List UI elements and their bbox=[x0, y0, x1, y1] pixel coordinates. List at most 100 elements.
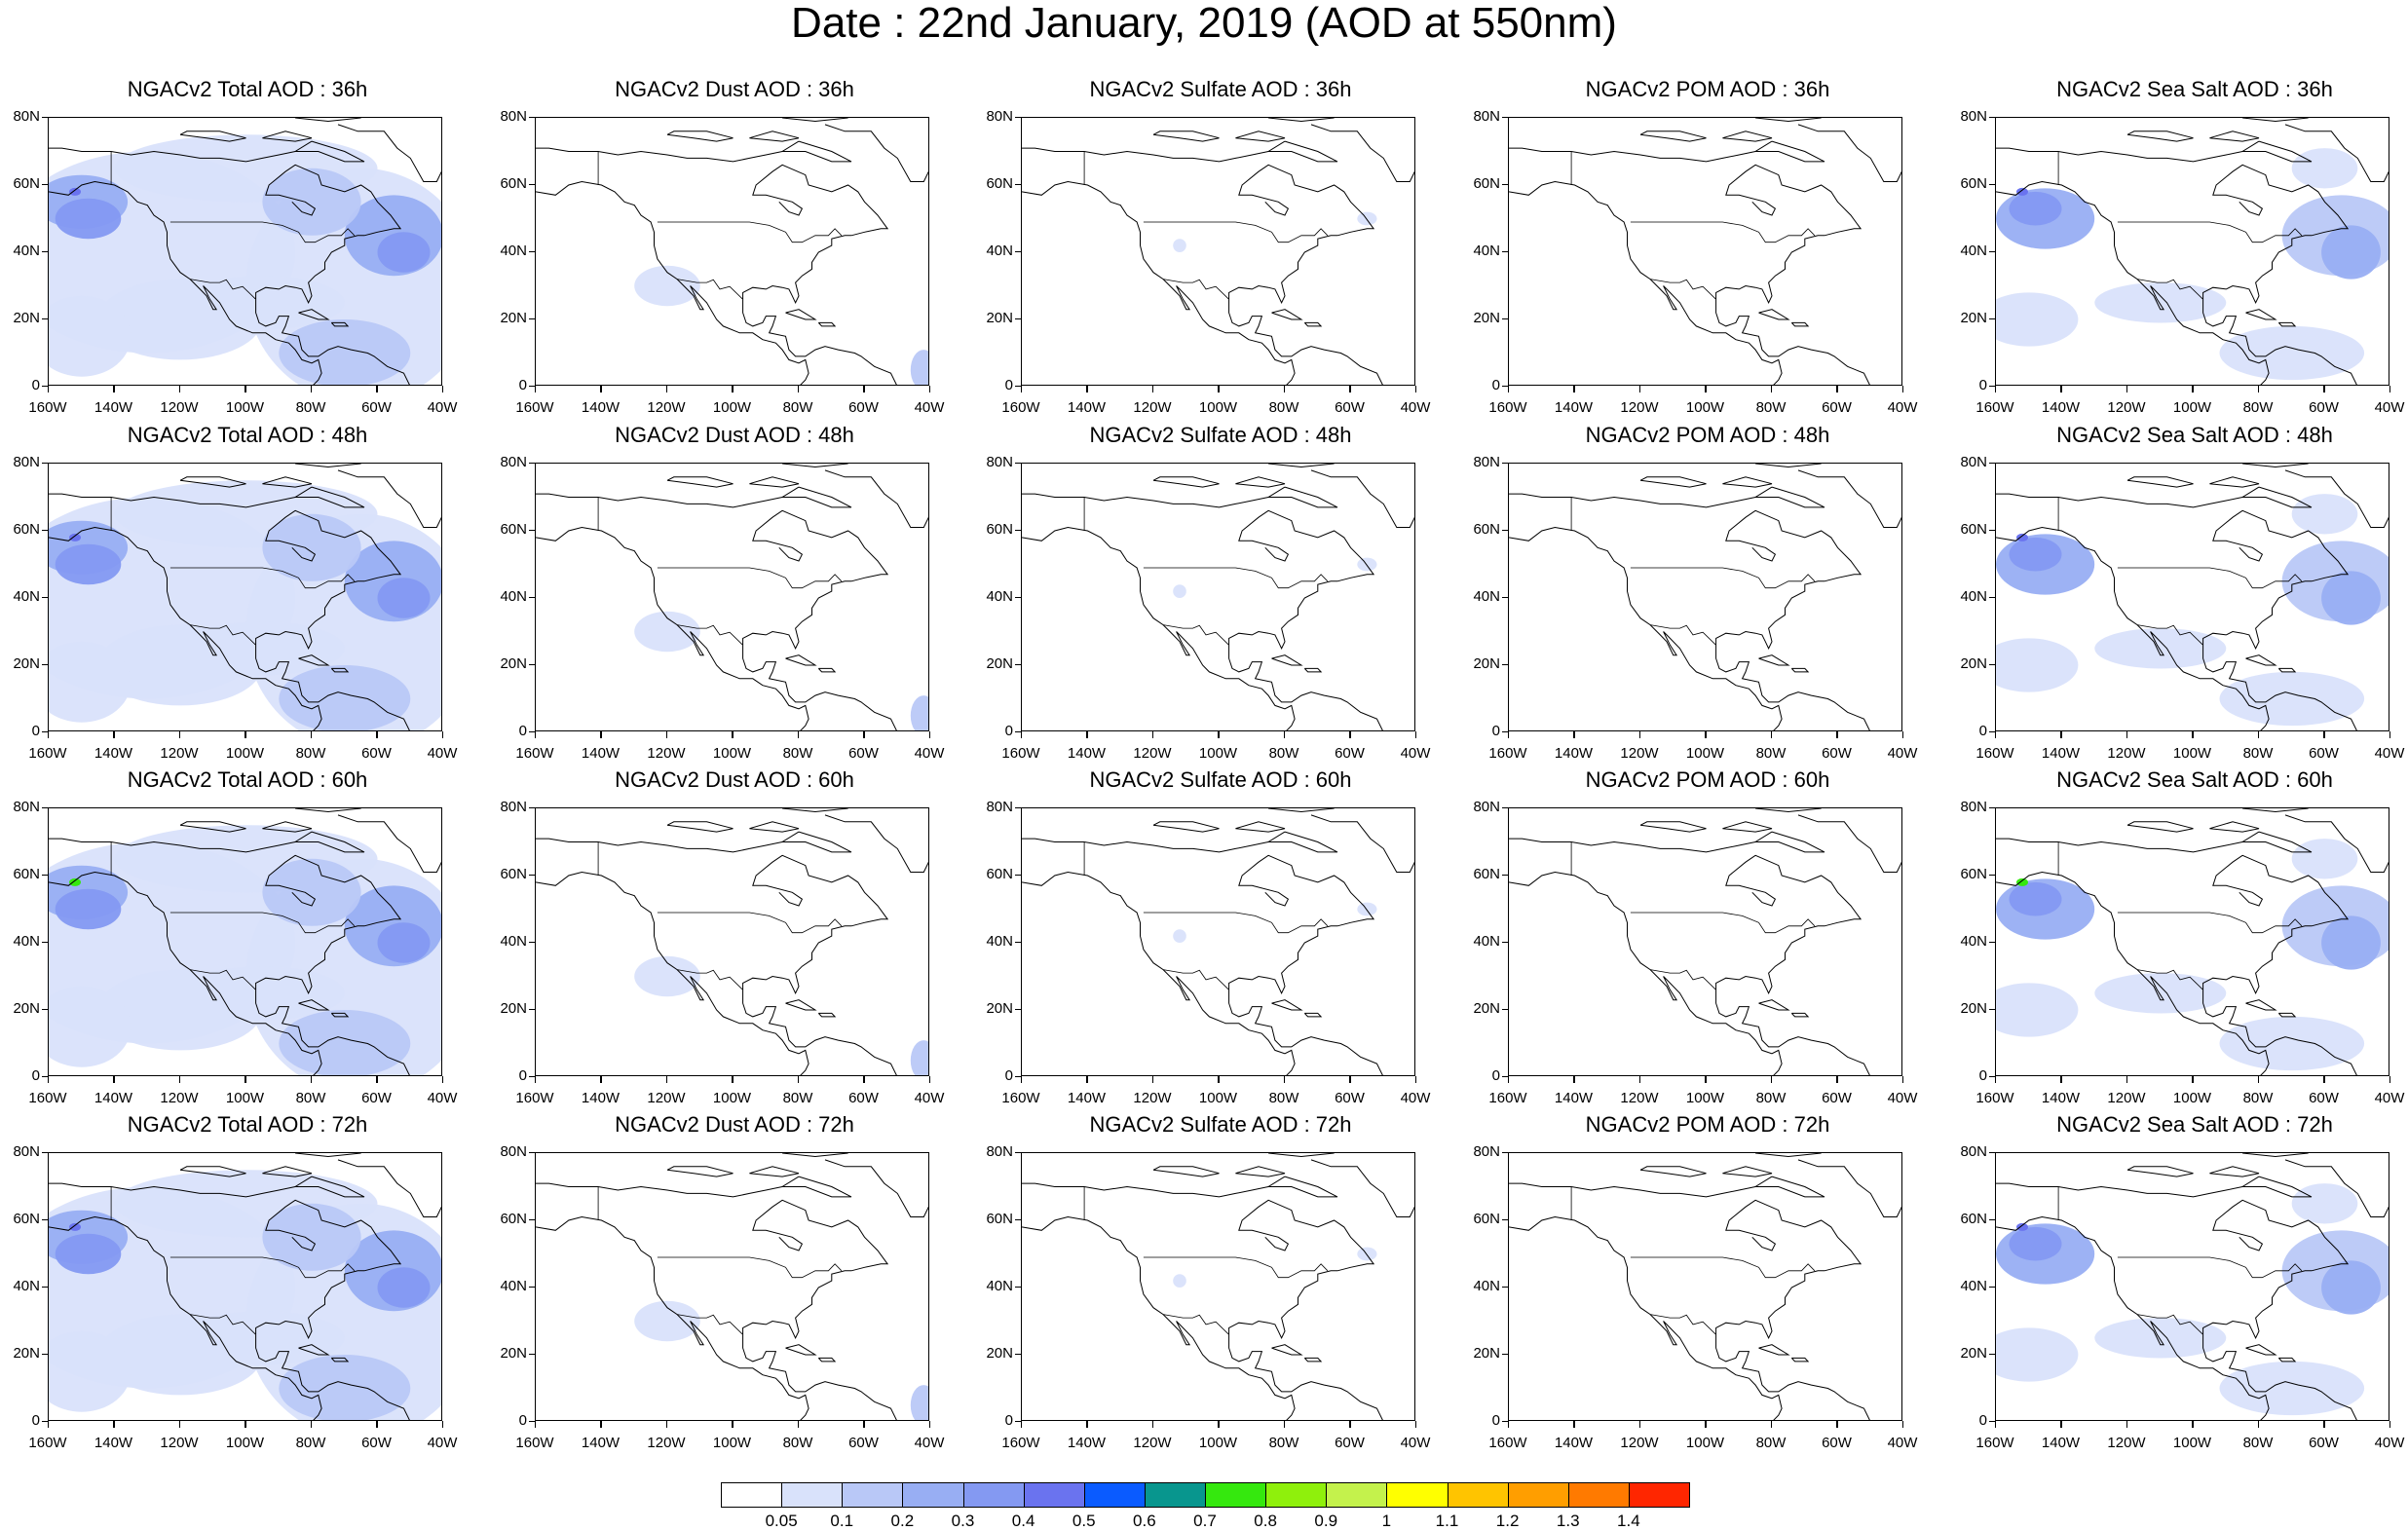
map-frame bbox=[1995, 117, 2389, 386]
x-tick-label: 40W bbox=[427, 1435, 458, 1451]
y-tick-label: 20N bbox=[986, 655, 1013, 672]
country-border bbox=[169, 567, 356, 589]
aod-shading bbox=[1996, 638, 2079, 692]
y-tick-label: 60N bbox=[500, 175, 527, 192]
x-tick-label: 60W bbox=[1822, 1090, 1852, 1106]
x-tick-mark bbox=[1770, 1421, 1772, 1428]
coastline bbox=[1755, 808, 1822, 813]
y-tick-label: 40N bbox=[500, 1278, 527, 1294]
colorbar-swatch bbox=[1386, 1482, 1449, 1508]
country-border bbox=[1163, 1314, 1229, 1335]
x-tick-mark bbox=[600, 731, 602, 738]
panel-title: NGACv2 Dust AOD : 72h bbox=[615, 1112, 854, 1137]
panel-title: NGACv2 POM AOD : 48h bbox=[1585, 423, 1830, 447]
y-tick-label: 60N bbox=[986, 1211, 1013, 1227]
map-frame bbox=[535, 117, 929, 386]
aod-peak bbox=[2016, 533, 2028, 541]
map-svg bbox=[49, 118, 441, 385]
map-panel: NGACv2 POM AOD : 48h 80N 60N 40N 20N 0 160W 140… bbox=[1473, 423, 1917, 762]
country-border bbox=[657, 1256, 843, 1279]
map-svg bbox=[49, 1153, 441, 1420]
x-tick-label: 140W bbox=[94, 1090, 133, 1106]
y-tick-mark bbox=[1502, 183, 1508, 185]
y-tick-label: 20N bbox=[986, 310, 1013, 326]
aod-peak bbox=[2016, 1222, 2028, 1231]
coastline bbox=[817, 321, 837, 327]
y-tick-label: 40N bbox=[1473, 933, 1500, 950]
y-tick-mark bbox=[1015, 116, 1021, 118]
x-tick-mark bbox=[600, 1076, 602, 1083]
x-tick-mark bbox=[1573, 1421, 1575, 1428]
x-tick-mark bbox=[47, 1076, 49, 1083]
map-frame bbox=[1021, 1152, 1415, 1421]
map-frame bbox=[1021, 807, 1415, 1076]
x-tick-mark bbox=[665, 1076, 667, 1083]
y-tick-mark bbox=[529, 116, 535, 118]
y-tick-label: 80N bbox=[500, 454, 527, 470]
coastline bbox=[666, 476, 734, 488]
coastline bbox=[49, 838, 296, 853]
y-tick-label: 0 bbox=[1491, 1067, 1500, 1084]
country-border bbox=[657, 912, 843, 934]
x-tick-label: 80W bbox=[1268, 1435, 1299, 1451]
coastline bbox=[1790, 321, 1810, 327]
x-tick-mark bbox=[1020, 1076, 1022, 1083]
y-tick-label: 60N bbox=[986, 866, 1013, 882]
y-tick-label: 20N bbox=[1960, 1000, 1987, 1017]
x-tick-label: 80W bbox=[782, 1090, 813, 1106]
x-tick-label: 80W bbox=[1268, 399, 1299, 416]
x-tick-label: 160W bbox=[1001, 399, 1040, 416]
coastline bbox=[536, 180, 809, 385]
y-tick-mark bbox=[1989, 529, 1995, 531]
x-tick-label: 100W bbox=[1198, 745, 1238, 762]
x-tick-label: 140W bbox=[1554, 399, 1594, 416]
x-tick-label: 140W bbox=[1554, 1435, 1594, 1451]
x-tick-label: 60W bbox=[361, 1090, 392, 1106]
aod-shading bbox=[262, 858, 361, 926]
x-tick-label: 160W bbox=[28, 1090, 67, 1106]
coastline bbox=[2242, 118, 2309, 123]
y-tick-label: 80N bbox=[986, 1143, 1013, 1160]
aod-shading bbox=[910, 1385, 928, 1420]
x-tick-mark bbox=[1770, 731, 1772, 738]
coastline bbox=[2202, 990, 2357, 1075]
aod-shading bbox=[1357, 557, 1377, 572]
map-svg bbox=[536, 464, 928, 730]
map-svg bbox=[1509, 464, 1901, 730]
coastline bbox=[1228, 1334, 1383, 1420]
aod-shading bbox=[634, 955, 700, 997]
aod-shading bbox=[2219, 671, 2365, 727]
coastline bbox=[1996, 493, 2243, 508]
y-tick-mark bbox=[42, 1075, 48, 1077]
coastline bbox=[1996, 871, 2270, 1075]
coastline bbox=[782, 808, 848, 813]
coastline bbox=[295, 808, 361, 813]
map-panel: NGACv2 Total AOD : 36h 80N 60N 40N 20N 0 160W 1… bbox=[13, 77, 457, 416]
coastline bbox=[2245, 1344, 2277, 1356]
coastline bbox=[2242, 464, 2309, 468]
coastline bbox=[2277, 1357, 2297, 1363]
country-border bbox=[2117, 221, 2303, 243]
coastline bbox=[1303, 1357, 1323, 1363]
coastline bbox=[1755, 118, 1822, 123]
map-panel: NGACv2 Sea Salt AOD : 48h 80N 60N 40N 20N 0 16… bbox=[1960, 423, 2404, 762]
x-tick-label: 40W bbox=[914, 1090, 945, 1106]
x-tick-label: 40W bbox=[1400, 1090, 1431, 1106]
y-tick-mark bbox=[1015, 1286, 1021, 1288]
coastline bbox=[1152, 821, 1220, 833]
map-svg bbox=[1509, 808, 1901, 1075]
x-tick-label: 140W bbox=[1067, 745, 1107, 762]
coastline bbox=[293, 486, 365, 508]
coastline bbox=[1228, 990, 1383, 1075]
x-tick-mark bbox=[2323, 1076, 2325, 1083]
coastline bbox=[2240, 140, 2313, 163]
coastline bbox=[666, 131, 734, 142]
colorbar-swatch bbox=[1205, 1482, 1267, 1508]
x-tick-label: 140W bbox=[1554, 745, 1594, 762]
x-tick-mark bbox=[2257, 1421, 2259, 1428]
x-tick-label: 80W bbox=[2242, 745, 2274, 762]
country-border bbox=[2117, 912, 2303, 934]
colorbar-label: 1.4 bbox=[1617, 1512, 1640, 1530]
x-tick-mark bbox=[1994, 386, 1996, 392]
y-tick-mark bbox=[1015, 663, 1021, 665]
